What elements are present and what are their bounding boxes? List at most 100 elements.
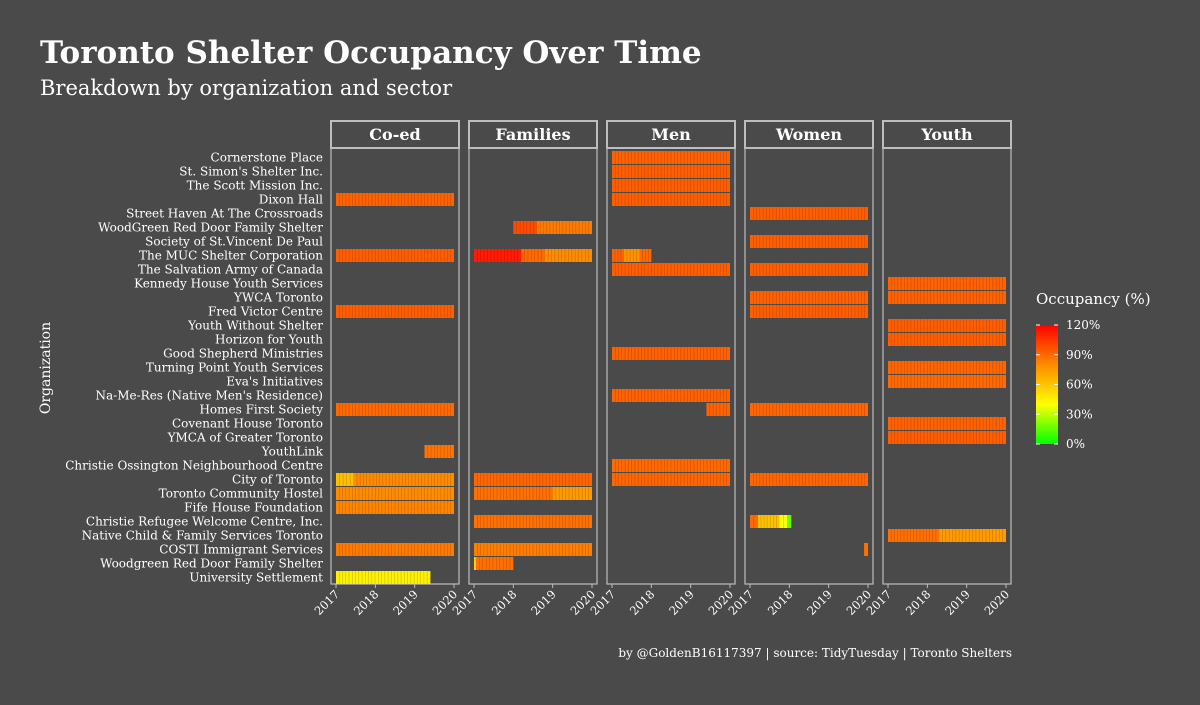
heatmap-cell: [552, 487, 592, 500]
heatmap-cell: [474, 543, 592, 556]
legend-tick-label: 0%: [1066, 437, 1085, 451]
heatmap-cell: [513, 221, 537, 234]
heatmap-cell: [787, 515, 792, 528]
heatmap-cell: [474, 487, 553, 500]
heatmap-cell: [750, 305, 868, 318]
x-tick-label: 2018: [351, 587, 382, 618]
row-label: Dixon Hall: [259, 193, 323, 207]
heatmap-cell: [424, 445, 454, 458]
heatmap-cell: [750, 291, 868, 304]
x-tick-label: 2019: [666, 587, 697, 618]
heatmap-cell: [336, 501, 454, 514]
x-tick-label: 2018: [627, 587, 658, 618]
heatmap-cell: [336, 487, 454, 500]
row-label: YouthLink: [261, 445, 324, 459]
legend-tick-label: 90%: [1066, 348, 1093, 362]
row-label: Street Haven At The Crossroads: [126, 207, 323, 221]
x-tick-label: 2019: [942, 587, 973, 618]
heatmap-cell: [750, 403, 868, 416]
heatmap-cell: [750, 207, 868, 220]
row-label: Fred Victor Centre: [208, 305, 323, 319]
row-label: WoodGreen Red Door Family Shelter: [98, 221, 323, 235]
x-tick-label: 2018: [765, 587, 796, 618]
legend-colorbar: [1036, 325, 1058, 444]
heatmap-cell: [939, 529, 1006, 542]
heatmap-cell: [612, 473, 730, 486]
row-label: The Salvation Army of Canada: [138, 263, 323, 277]
row-label: City of Toronto: [232, 473, 323, 487]
heatmap-cell: [475, 557, 514, 570]
facet-strip-label: Youth: [920, 125, 973, 144]
heatmap-cell: [336, 543, 454, 556]
heatmap-cell: [706, 403, 730, 416]
heatmap-cell: [612, 263, 730, 276]
heatmap-cell: [612, 151, 730, 164]
heatmap-cell: [612, 389, 730, 402]
heatmap-cell: [612, 249, 624, 262]
row-label: Society of St.Vincent De Paul: [145, 235, 323, 249]
heatmap-cell: [612, 165, 730, 178]
x-tick-label: 2019: [528, 587, 559, 618]
row-label: The Scott Mission Inc.: [187, 179, 323, 193]
row-label: Good Shepherd Ministries: [163, 347, 323, 361]
heatmap-cell: [336, 193, 454, 206]
row-label: Toronto Community Hostel: [159, 487, 323, 501]
row-label: Covenant House Toronto: [172, 417, 323, 431]
facet-strip: [468, 120, 598, 149]
row-label: YWCA Toronto: [233, 291, 323, 305]
row-label: Homes First Society: [199, 403, 323, 417]
heatmap-cell: [336, 473, 354, 486]
facet-strip-label: Families: [495, 125, 570, 144]
facet-strip-label: Men: [651, 125, 691, 144]
heatmap-cell: [336, 305, 454, 318]
heatmap-cell: [336, 249, 454, 262]
heatmap-cell: [750, 235, 868, 248]
heatmap-cell: [474, 249, 522, 262]
row-label: The MUC Shelter Corporation: [139, 249, 323, 263]
heatmap-cell: [757, 515, 780, 528]
row-label: Christie Ossington Neighbourhood Centre: [65, 459, 323, 473]
heatmap-cell: [639, 249, 652, 262]
heatmap-cell: [474, 557, 476, 570]
row-label: Native Child & Family Services Toronto: [82, 529, 323, 543]
facet-panel-border: [330, 147, 460, 585]
heatmap-cell: [474, 473, 592, 486]
row-label: St. Simon's Shelter Inc.: [179, 165, 323, 179]
heatmap-cell: [888, 529, 940, 542]
heatmap-cell: [544, 249, 592, 262]
heatmap-cell: [888, 277, 1006, 290]
heatmap-cell: [353, 473, 454, 486]
heatmap-cell: [888, 375, 1006, 388]
heatmap-cell: [336, 403, 454, 416]
facet-strip: [744, 120, 874, 149]
heatmap-cell: [536, 221, 592, 234]
facet-strip-label: Women: [775, 125, 842, 144]
row-label: YMCA of Greater Toronto: [167, 431, 323, 445]
heatmap-cell: [888, 431, 1006, 444]
heatmap-cell: [612, 347, 730, 360]
x-tick-label: 2018: [903, 587, 934, 618]
facet-strip-label: Co-ed: [369, 125, 420, 144]
heatmap-cell: [888, 361, 1006, 374]
chart-caption: by @GoldenB16117397 | source: TidyTuesda…: [618, 646, 1012, 660]
chart-subtitle: Breakdown by organization and sector: [40, 76, 453, 100]
x-tick-label: 2018: [489, 587, 520, 618]
heatmap-cell: [612, 459, 730, 472]
heatmap-cell: [521, 249, 545, 262]
x-tick-label: 2020: [982, 587, 1013, 618]
y-axis-label: Organization: [38, 322, 54, 414]
heatmap-cell: [864, 543, 868, 556]
heatmap-cell: [888, 291, 1006, 304]
legend-tick-label: 120%: [1066, 318, 1100, 332]
heatmap-cell: [888, 417, 1006, 430]
row-label: Eva's Initiatives: [226, 375, 323, 389]
heatmap-cell: [623, 249, 640, 262]
facet-panel-border: [744, 147, 874, 585]
row-label: Fife House Foundation: [184, 501, 323, 515]
legend: Occupancy (%) 0% 30% 60% 90% 120%: [1036, 290, 1151, 451]
